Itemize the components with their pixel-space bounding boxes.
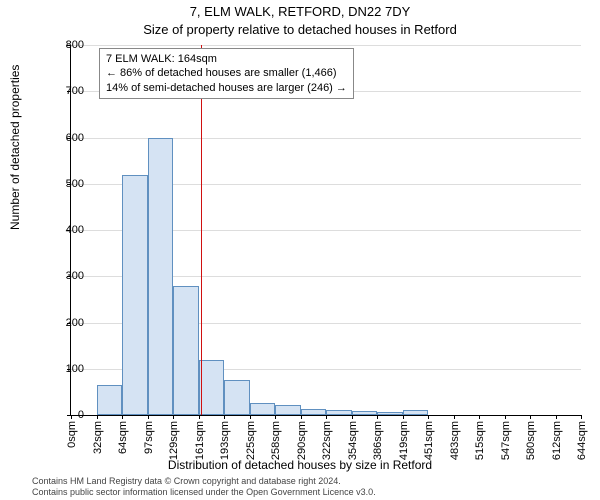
x-tick-label: 258sqm [270,421,282,460]
histogram-bar [377,412,403,415]
x-tick-label: 290sqm [296,421,308,460]
x-tick [377,415,378,419]
histogram-bar [173,286,199,416]
x-tick [428,415,429,419]
x-tick-label: 161sqm [194,421,206,460]
x-tick [530,415,531,419]
x-tick-label: 580sqm [525,421,537,460]
title-sub: Size of property relative to detached ho… [0,22,600,37]
y-tick-label: 700 [66,85,84,97]
y-tick-label: 300 [66,270,84,282]
annotation-line-3: 14% of semi-detached houses are larger (… [106,81,347,95]
histogram-bar [403,410,429,415]
x-tick [581,415,582,419]
x-tick-label: 32sqm [92,421,104,454]
x-tick-label: 97sqm [143,421,155,454]
x-tick [301,415,302,419]
x-tick-label: 64sqm [117,421,129,454]
x-tick [505,415,506,419]
annotation-box: 7 ELM WALK: 164sqm ← 86% of detached hou… [99,48,354,99]
histogram-bar [301,409,327,415]
histogram-bar [275,405,301,415]
footer-line-2: Contains public sector information licen… [32,487,376,498]
x-tick-label: 0sqm [66,421,78,448]
title-main: 7, ELM WALK, RETFORD, DN22 7DY [0,4,600,19]
y-tick-label: 200 [66,317,84,329]
x-tick-label: 547sqm [500,421,512,460]
reference-vline [201,45,203,415]
histogram-bar [97,385,123,415]
y-tick-label: 400 [66,224,84,236]
x-tick-label: 451sqm [423,421,435,460]
x-tick [403,415,404,419]
x-tick-label: 515sqm [474,421,486,460]
y-tick-label: 500 [66,178,84,190]
x-tick [454,415,455,419]
x-tick-label: 225sqm [245,421,257,460]
chart-container: 7, ELM WALK, RETFORD, DN22 7DY Size of p… [0,0,600,500]
plot-area: 7 ELM WALK: 164sqm ← 86% of detached hou… [70,45,581,416]
x-tick [352,415,353,419]
x-tick [71,415,72,419]
x-tick-label: 386sqm [372,421,384,460]
footer: Contains HM Land Registry data © Crown c… [32,476,376,498]
x-tick-label: 193sqm [219,421,231,460]
histogram-bar [122,175,148,416]
y-tick-label: 600 [66,132,84,144]
x-tick [173,415,174,419]
x-tick [122,415,123,419]
histogram-bar [148,138,174,416]
y-axis-label: Number of detached properties [8,65,22,230]
histogram-bar [224,380,250,415]
y-gridline [71,45,581,46]
annotation-line-1: 7 ELM WALK: 164sqm [106,52,347,66]
x-tick [148,415,149,419]
histogram-bar [326,410,352,415]
x-tick-label: 129sqm [168,421,180,460]
x-tick [97,415,98,419]
x-tick [250,415,251,419]
x-tick [224,415,225,419]
x-tick [199,415,200,419]
x-tick [326,415,327,419]
x-tick-label: 419sqm [398,421,410,460]
x-tick-label: 644sqm [576,421,588,460]
x-tick-label: 354sqm [347,421,359,460]
x-tick-label: 322sqm [321,421,333,460]
y-tick-label: 100 [66,363,84,375]
x-tick [479,415,480,419]
x-tick-label: 483sqm [449,421,461,460]
histogram-bar [250,403,276,415]
footer-line-1: Contains HM Land Registry data © Crown c… [32,476,376,487]
y-tick-label: 0 [78,409,84,421]
x-tick [275,415,276,419]
x-tick-label: 612sqm [551,421,563,460]
histogram-bar [352,411,378,415]
y-tick-label: 800 [66,39,84,51]
annotation-line-2: ← 86% of detached houses are smaller (1,… [106,66,347,80]
x-tick [556,415,557,419]
